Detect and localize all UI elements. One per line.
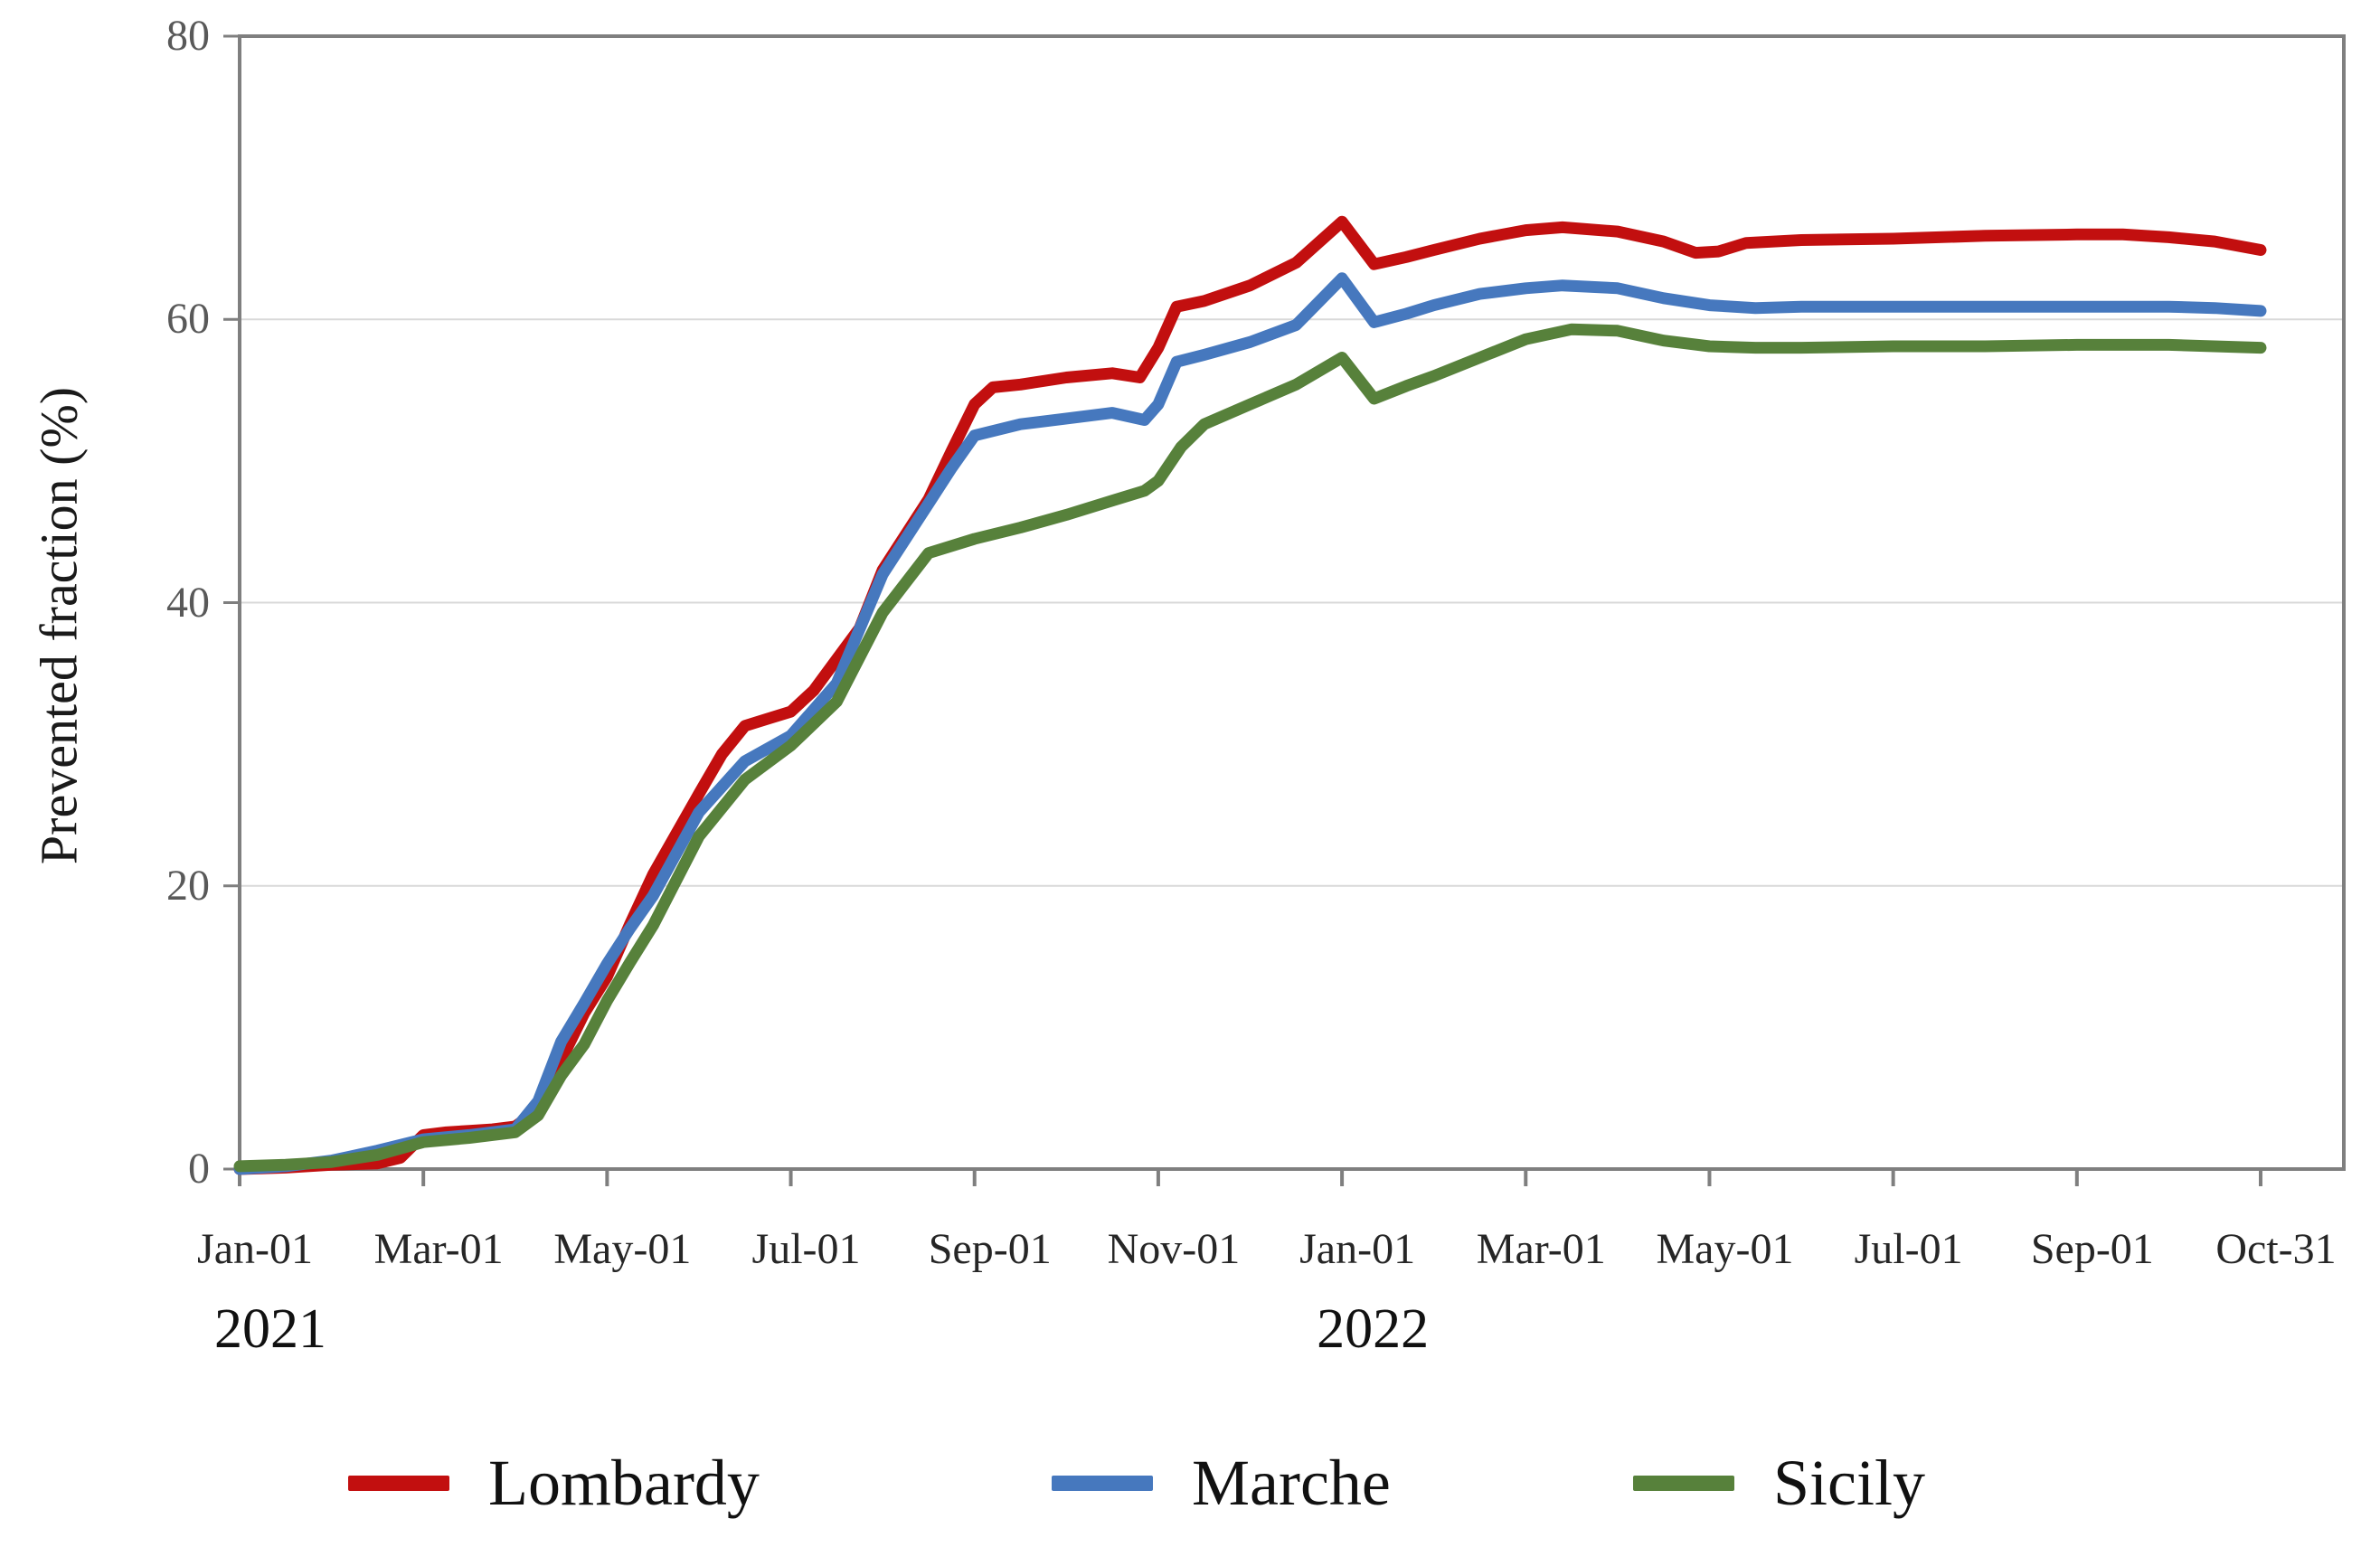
legend-label-marche: Marche — [1192, 1447, 1391, 1519]
x-tick-label-8: May-01 — [1656, 1225, 1794, 1273]
x-tick-label-9: Jul-01 — [1854, 1225, 1963, 1273]
y-tick-label-20: 20 — [166, 861, 210, 910]
y-tick-label-40: 40 — [166, 578, 210, 627]
x-tick-label-2: May-01 — [553, 1225, 692, 1273]
x-tick-label-6: Jan-01 — [1299, 1225, 1416, 1273]
legend-label-lombardy: Lombardy — [488, 1447, 760, 1519]
legend-swatch-lombardy — [348, 1476, 449, 1491]
y-tick-label-60: 60 — [166, 295, 210, 344]
legend-swatch-marche — [1052, 1476, 1153, 1491]
year-label-2021: 2021 — [214, 1298, 326, 1360]
x-tick-label-0: Jan-01 — [197, 1225, 313, 1273]
x-tick-label-1: Mar-01 — [373, 1225, 504, 1273]
legend-swatch-sicily — [1633, 1476, 1734, 1491]
x-tick-label-3: Jul-01 — [751, 1225, 861, 1273]
x-tick-label-7: Mar-01 — [1476, 1225, 1606, 1273]
x-tick-label-10: Sep-01 — [2030, 1225, 2154, 1273]
plot-frame — [238, 34, 2346, 1171]
x-tick-label-4: Sep-01 — [928, 1225, 1052, 1273]
y-tick-label-80: 80 — [166, 12, 210, 60]
series-line-lombardy — [233, 215, 2267, 1175]
y-tick-label-0: 0 — [188, 1145, 210, 1193]
x-tick-label-5: Nov-01 — [1107, 1225, 1241, 1273]
series-line-marche — [233, 272, 2267, 1175]
legend-label-sicily: Sicily — [1773, 1447, 1926, 1519]
year-label-2022: 2022 — [1317, 1298, 1430, 1360]
x-tick-label-11: Oct-31 — [2215, 1225, 2337, 1273]
series-line-sicily — [233, 323, 2267, 1173]
